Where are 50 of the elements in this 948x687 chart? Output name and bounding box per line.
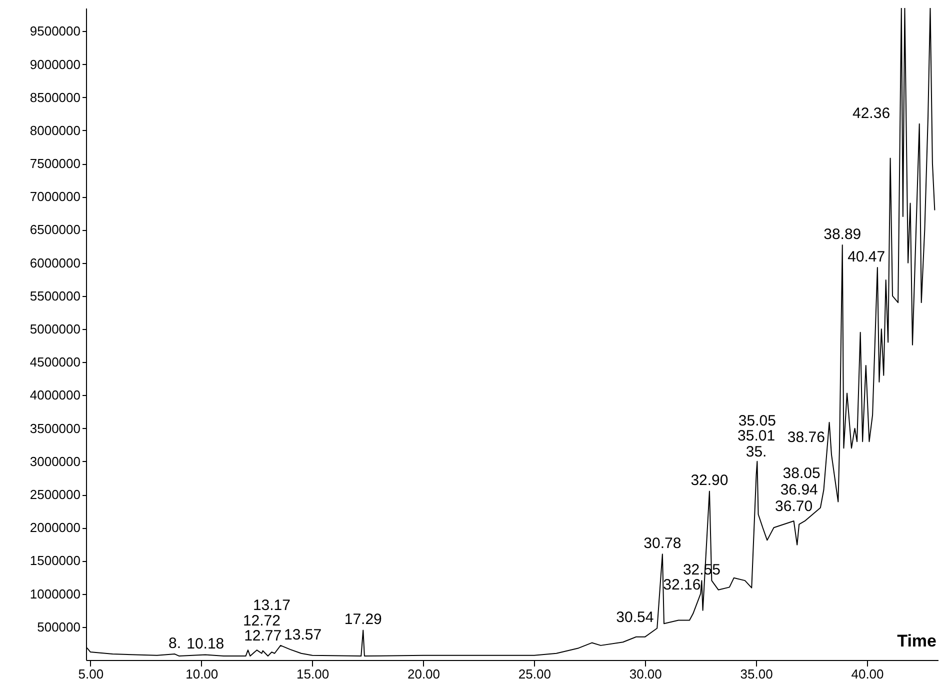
- y-tick-label: 3500000: [30, 420, 80, 436]
- y-tick-label: 500000: [37, 619, 80, 634]
- x-tick-label: 25.00: [518, 666, 551, 682]
- annotation: 35.01: [738, 428, 776, 445]
- annotation: 8.: [168, 635, 182, 652]
- y-tick-label: 1000000: [30, 586, 80, 602]
- y-tick-label: 9000000: [30, 56, 80, 72]
- y-tick-label: 4500000: [30, 354, 80, 370]
- line-series: [86, 8, 936, 657]
- y-tick-label: 2500000: [30, 487, 80, 502]
- annotation: 10.18: [186, 636, 224, 653]
- annotation: 30.78: [644, 535, 682, 552]
- annotation: 32.16: [663, 576, 701, 594]
- annotation: 38.05: [782, 464, 820, 482]
- annotation: 32.90: [690, 472, 728, 490]
- y-tick-label: 7500000: [30, 156, 80, 172]
- y-tick-label: 5500000: [30, 288, 80, 304]
- y-tick-label: 4000000: [30, 388, 80, 403]
- y-tick-label: 2000000: [30, 520, 80, 536]
- annotation: 35.: [746, 444, 767, 461]
- annotation: 36.94: [780, 481, 818, 498]
- annotation: 12.77: [244, 628, 282, 645]
- y-tick-label: 3000000: [30, 454, 80, 469]
- annotation: 17.29: [344, 611, 382, 628]
- y-tick-label: 6500000: [30, 222, 80, 238]
- y-tick-label: 8000000: [30, 122, 80, 138]
- annotation: 42.36: [852, 104, 890, 122]
- x-tick-label: 40.00: [851, 666, 884, 682]
- x-tick-label: 15.00: [296, 666, 330, 682]
- x-tick-label: 10.00: [186, 666, 218, 682]
- x-axis-title: Time: [897, 632, 936, 650]
- x-tick-label: 5.00: [78, 666, 104, 682]
- annotation: 12.72: [242, 612, 280, 630]
- x-tick-label: 20.00: [407, 666, 440, 682]
- y-tick-label: 6000000: [30, 255, 80, 270]
- y-tick-label: 9500000: [30, 24, 80, 39]
- x-tick-label: 35.00: [740, 666, 773, 682]
- annotation: 13.17: [252, 597, 290, 614]
- annotation: 35.05: [738, 412, 776, 430]
- annotation: 38.89: [824, 226, 862, 243]
- y-tick-label: 7000000: [30, 189, 80, 204]
- y-tick-label: 8500000: [30, 90, 80, 105]
- annotation: 13.57: [284, 626, 322, 644]
- annotation: 30.54: [616, 609, 654, 626]
- annotation: 40.47: [848, 248, 886, 266]
- y-tick-label: 1500000: [30, 553, 80, 568]
- annotation: 36.70: [775, 498, 813, 515]
- y-tick-label: 5000000: [30, 322, 80, 337]
- annotation: 38.76: [787, 429, 825, 446]
- x-tick-label: 30.00: [629, 666, 662, 682]
